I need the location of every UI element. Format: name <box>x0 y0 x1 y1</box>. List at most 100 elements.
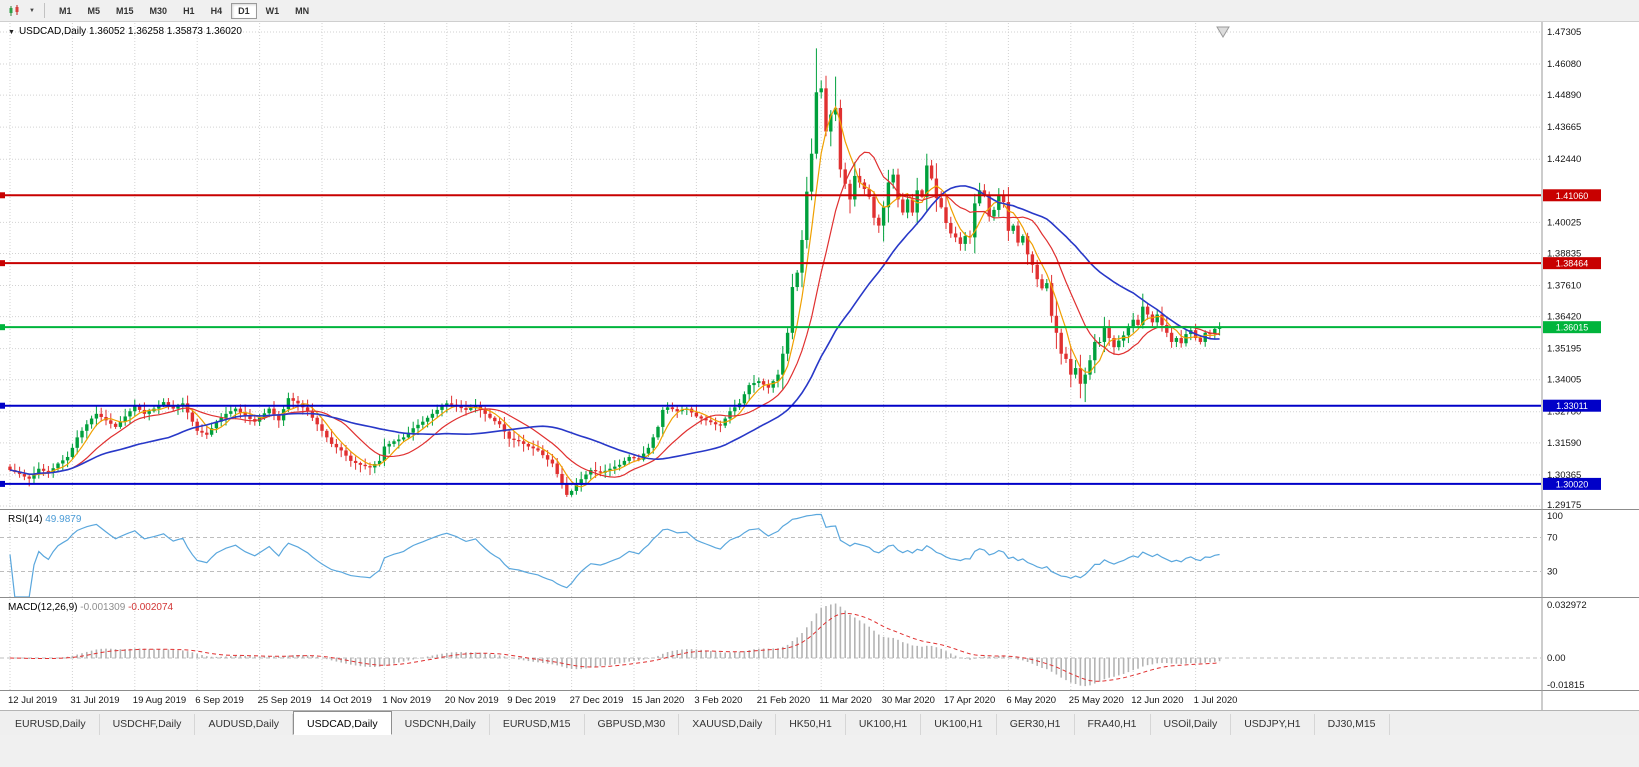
hline-1-33011-anchor <box>0 402 5 409</box>
tab-uk100-h1[interactable]: UK100,H1 <box>845 714 922 735</box>
svg-text:1.30365: 1.30365 <box>1547 470 1581 481</box>
tab-usdcnh-daily[interactable]: USDCNH,Daily <box>391 714 490 735</box>
tf-button-h4[interactable]: H4 <box>204 3 230 19</box>
chart-tab-bar: EURUSD,Daily USDCHF,Daily AUDUSD,Daily USDC… <box>0 710 1639 735</box>
svg-text:70: 70 <box>1547 533 1558 544</box>
hline-1-30020[interactable]: 1.30020 <box>0 477 1601 490</box>
rsi-pane-plot-area[interactable] <box>0 512 1541 597</box>
moving-averages <box>9 105 1220 488</box>
tf-button-w1[interactable]: W1 <box>259 3 287 19</box>
svg-text:1.34005: 1.34005 <box>1547 375 1581 386</box>
svg-text:30 Mar 2020: 30 Mar 2020 <box>882 695 935 706</box>
tab-usdcad-daily[interactable]: USDCAD,Daily <box>293 711 392 735</box>
chart-dropdown-caret-icon[interactable]: ▼ <box>26 2 38 20</box>
tf-button-m5[interactable]: M5 <box>81 3 108 19</box>
svg-text:17 Apr 2020: 17 Apr 2020 <box>944 695 995 706</box>
svg-text:1.33011: 1.33011 <box>1556 401 1588 411</box>
svg-text:1.41060: 1.41060 <box>1556 191 1589 201</box>
hline-1-41060[interactable]: 1.41060 <box>0 189 1601 202</box>
hline-1-33011-badge <box>1543 399 1601 412</box>
price-axis-labels: 1.47305 1.46080 1.44890 1.43665 1.42440 1.400… <box>1547 27 1587 691</box>
svg-text:1.47305: 1.47305 <box>1547 27 1581 38</box>
svg-text:30: 30 <box>1547 567 1558 578</box>
tf-button-h1[interactable]: H1 <box>176 3 202 19</box>
tab-xauusd-daily[interactable]: XAUUSD,Daily <box>679 714 777 735</box>
date-axis[interactable] <box>0 691 1541 710</box>
tab-audusd-daily[interactable]: AUDUSD,Daily <box>195 714 294 735</box>
chart-ohlc-values: 1.36052 1.36258 1.35873 1.36020 <box>88 26 242 37</box>
chart-shift-marker[interactable] <box>1216 26 1230 38</box>
svg-text:1.35195: 1.35195 <box>1547 344 1581 355</box>
macd-title: MACD(12,26,9) -0.001309 -0.002074 <box>8 602 173 613</box>
svg-text:1.31590: 1.31590 <box>1547 438 1581 449</box>
timeframe-buttons-group: M1 M5 M15 M30 H1 H4 D1 W1 MN <box>51 0 317 22</box>
main-chart-plot-area[interactable] <box>0 23 1541 509</box>
tf-button-m30[interactable]: M30 <box>143 3 175 19</box>
grid-lines <box>0 23 1541 690</box>
hline-1-36015[interactable]: 1.36015 <box>0 321 1601 334</box>
svg-text:1.32780: 1.32780 <box>1547 407 1581 418</box>
hline-1-38464[interactable]: 1.38464 <box>0 257 1601 270</box>
svg-text:1.36015: 1.36015 <box>1556 323 1589 333</box>
svg-text:-0.01815: -0.01815 <box>1547 680 1585 691</box>
svg-text:1.46080: 1.46080 <box>1547 59 1581 70</box>
hline-1-36015-badge <box>1543 321 1601 334</box>
tab-uk100-h1[interactable]: UK100,H1 <box>921 714 997 735</box>
tf-button-m1[interactable]: M1 <box>52 3 79 19</box>
svg-text:1.44890: 1.44890 <box>1547 90 1581 101</box>
svg-text:21 Feb 2020: 21 Feb 2020 <box>757 695 810 706</box>
svg-text:1.38464: 1.38464 <box>1556 259 1589 269</box>
svg-text:20 Nov 2019: 20 Nov 2019 <box>445 695 499 706</box>
svg-text:27 Dec 2019: 27 Dec 2019 <box>570 695 624 706</box>
hline-1-38464-anchor <box>0 260 5 267</box>
chart-window-icon[interactable] <box>4 2 26 20</box>
symbol-dropdown-icon[interactable]: ▼ <box>8 29 15 36</box>
tf-button-d1[interactable]: D1 <box>231 2 257 19</box>
tab-hk50-h1[interactable]: HK50,H1 <box>776 714 846 735</box>
hline-1-41060-badge <box>1543 189 1601 202</box>
date-axis-labels: 12 Jul 2019 31 Jul 2019 19 Aug 2019 6 Sep 2… <box>8 695 1237 706</box>
macd-pane-plot-area[interactable] <box>0 600 1541 690</box>
tab-usoil-daily[interactable]: USOil,Daily <box>1150 714 1232 735</box>
tf-button-mn[interactable]: MN <box>288 3 316 19</box>
svg-text:6 May 2020: 6 May 2020 <box>1006 695 1056 706</box>
macd-signal-line <box>9 612 1220 682</box>
top-toolbar: ▼ M1 M5 M15 M30 H1 H4 D1 W1 MN <box>0 0 1639 22</box>
ma-34-line <box>9 185 1220 476</box>
tab-gbpusd-m30[interactable]: GBPUSD,M30 <box>584 714 680 735</box>
svg-text:14 Oct 2019: 14 Oct 2019 <box>320 695 372 706</box>
bottom-strip <box>0 735 1639 767</box>
chart-title: ▼ USDCAD,Daily 1.36052 1.36258 1.35873 1.… <box>8 26 242 37</box>
price-axis[interactable] <box>1542 22 1639 710</box>
tab-eurusd-m15[interactable]: EURUSD,M15 <box>489 714 585 735</box>
chart-tools-group: ▼ <box>4 0 38 22</box>
svg-text:1.30020: 1.30020 <box>1556 479 1589 489</box>
ma-13-line <box>9 151 1220 478</box>
hline-1-36015-anchor <box>0 324 5 331</box>
hline-1-33011[interactable]: 1.33011 <box>0 399 1601 412</box>
svg-text:1.42440: 1.42440 <box>1547 154 1581 165</box>
svg-text:0.00: 0.00 <box>1547 653 1566 664</box>
chart-background <box>0 22 1639 710</box>
svg-text:1.29175: 1.29175 <box>1547 500 1581 511</box>
tab-fra40-h1[interactable]: FRA40,H1 <box>1074 714 1151 735</box>
tab-eurusd-daily[interactable]: EURUSD,Daily <box>2 714 100 735</box>
rsi-value: 49.9879 <box>45 514 82 525</box>
tab-usdjpy-h1[interactable]: USDJPY,H1 <box>1231 714 1315 735</box>
svg-text:1 Nov 2019: 1 Nov 2019 <box>382 695 431 706</box>
toolbar-separator <box>44 3 45 18</box>
tf-button-m15[interactable]: M15 <box>109 3 141 19</box>
tab-dj30-m15[interactable]: DJ30,M15 <box>1314 714 1390 735</box>
svg-text:25 Sep 2019: 25 Sep 2019 <box>258 695 312 706</box>
tab-usdchf-daily[interactable]: USDCHF,Daily <box>99 714 196 735</box>
pane-frame <box>0 22 1639 710</box>
svg-text:15 Jan 2020: 15 Jan 2020 <box>632 695 684 706</box>
svg-text:3 Feb 2020: 3 Feb 2020 <box>694 695 742 706</box>
svg-text:9 Dec 2019: 9 Dec 2019 <box>507 695 556 706</box>
svg-text:12 Jun 2020: 12 Jun 2020 <box>1131 695 1183 706</box>
svg-text:31 Jul 2019: 31 Jul 2019 <box>70 695 119 706</box>
svg-text:100: 100 <box>1547 511 1563 522</box>
rsi-label: RSI(14) <box>8 514 43 525</box>
tab-ger30-h1[interactable]: GER30,H1 <box>996 714 1075 735</box>
